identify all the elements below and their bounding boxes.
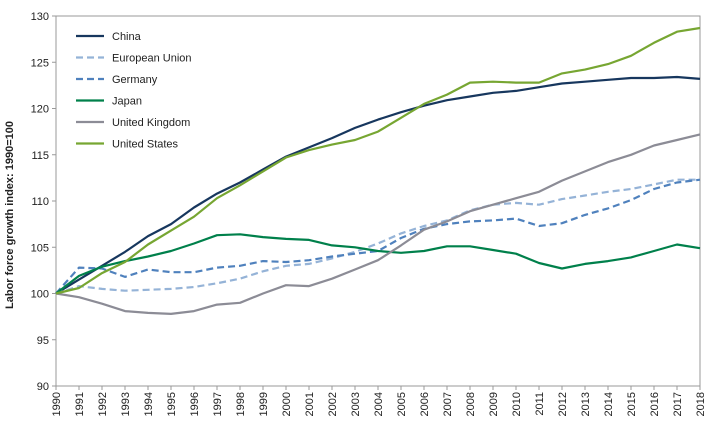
x-tick-label: 1991	[74, 392, 86, 416]
y-tick-label: 115	[31, 150, 49, 162]
y-tick-label: 120	[31, 104, 49, 116]
x-tick-label: 1997	[212, 392, 224, 416]
x-tick-label: 2000	[281, 392, 293, 416]
legend-label: Japan	[112, 96, 142, 108]
y-tick-label: 105	[31, 242, 49, 254]
series-lines	[55, 26, 701, 315]
x-tick-label: 2015	[626, 392, 638, 416]
x-tick-label: 2008	[465, 392, 477, 416]
x-tick-label: 2004	[373, 392, 385, 416]
x-axis: 1990 1991 1992 1993 1994 1995 1996 1997 1998 1999…	[51, 386, 707, 416]
x-tick-label: 2009	[488, 392, 500, 416]
legend: China European Union Germany Japan United Ki…	[76, 31, 192, 151]
x-tick-label: 1996	[189, 392, 201, 416]
series-line-united-states	[55, 26, 701, 295]
y-tick-label: 100	[31, 289, 49, 301]
x-tick-label: 1998	[235, 392, 247, 416]
series-line-european-union	[55, 178, 700, 295]
plot-border	[55, 15, 701, 387]
x-tick-label: 2003	[350, 392, 362, 416]
series-line-united-kingdom	[55, 133, 701, 315]
x-tick-label: 2011	[534, 392, 546, 416]
x-tick-label: 1999	[258, 392, 270, 416]
x-tick-label: 2005	[396, 392, 408, 416]
x-tick-label: 1993	[120, 392, 132, 416]
x-tick-label: 1990	[51, 392, 63, 416]
x-tick-label: 2017	[672, 392, 684, 416]
x-tick-label: 2013	[580, 392, 592, 416]
legend-label: Germany	[112, 74, 158, 86]
x-tick-label: 2018	[695, 392, 707, 416]
x-tick-label: 2007	[442, 392, 454, 416]
y-tick-label: 95	[37, 335, 49, 347]
x-tick-label: 2014	[603, 392, 615, 416]
y-tick-label: 90	[37, 381, 49, 393]
x-tick-label: 1995	[166, 392, 178, 416]
x-tick-label: 2001	[304, 392, 316, 416]
y-tick-label: 125	[31, 57, 49, 69]
series-line-japan	[55, 233, 701, 295]
legend-label: United States	[112, 139, 179, 151]
x-tick-label: 2016	[649, 392, 661, 416]
y-axis-title: Labor force growth index: 1990=100	[4, 121, 16, 309]
series-line-germany	[55, 178, 701, 295]
legend-label: China	[112, 31, 142, 43]
y-tick-label: 130	[31, 11, 49, 23]
x-tick-label: 2012	[557, 392, 569, 416]
x-tick-label: 2010	[511, 392, 523, 416]
x-tick-label: 2006	[419, 392, 431, 416]
x-tick-label: 1994	[143, 392, 155, 416]
x-tick-label: 1992	[97, 392, 109, 416]
y-axis: 90 95 100 105 110 115 120 125 130	[31, 11, 56, 393]
legend-label: European Union	[112, 53, 192, 65]
series-line-china	[55, 75, 701, 295]
plot-area	[55, 15, 701, 387]
x-tick-label: 2002	[327, 392, 339, 416]
legend-label: United Kingdom	[112, 117, 190, 129]
y-tick-label: 110	[31, 196, 49, 208]
